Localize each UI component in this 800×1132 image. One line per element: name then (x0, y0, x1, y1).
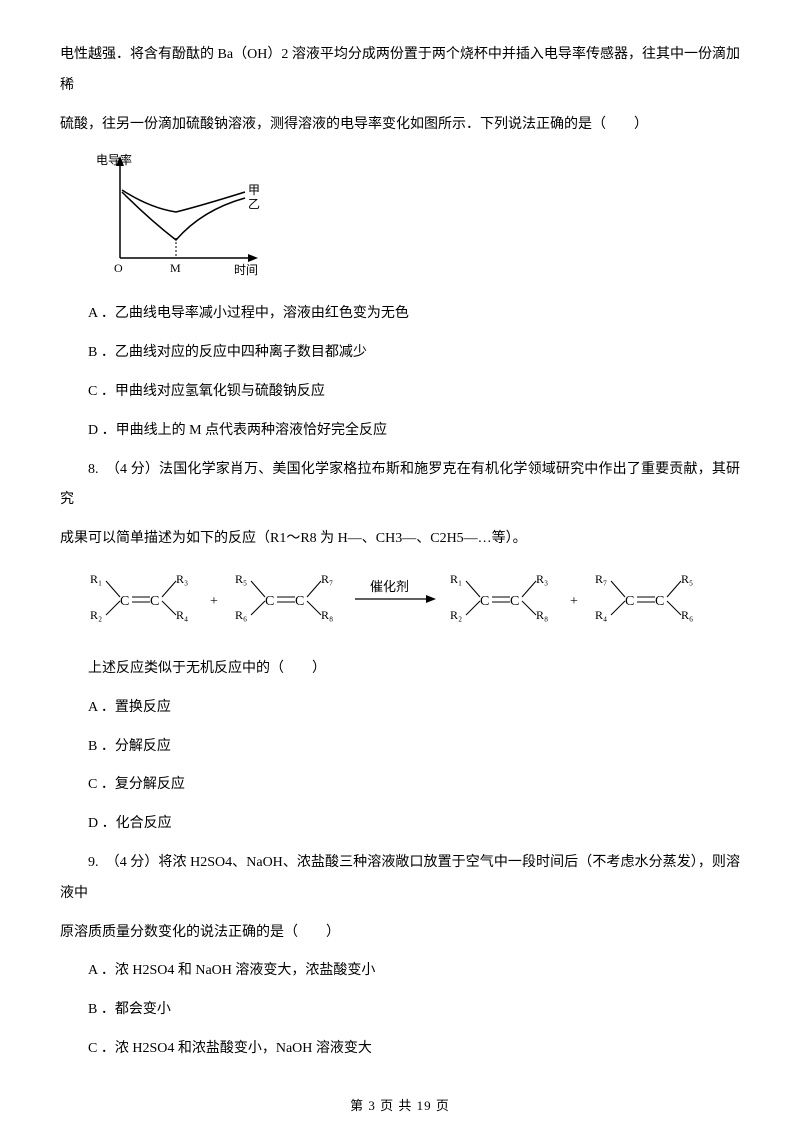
svg-text:R₃: R₃ (176, 572, 188, 586)
svg-text:C: C (120, 594, 129, 609)
svg-text:R₂: R₂ (450, 608, 462, 622)
svg-text:C: C (655, 594, 664, 609)
svg-text:R₁: R₁ (450, 572, 462, 586)
svg-text:R₅: R₅ (681, 572, 693, 586)
q8-option-D: D ．化合反应 (88, 809, 740, 840)
q9-intro-line-1: 9. （4 分）将浓 H2SO4、NaOH、浓盐酸三种溶液敞口放置于空气中一段时… (60, 848, 740, 910)
q8-reaction-scheme: R₁ R₂ C C R₃ R₄ + R₅ R₆ C C R₇ (70, 565, 740, 640)
svg-text:R₁: R₁ (90, 572, 102, 586)
chart-ylabel: 电导率 (96, 152, 132, 167)
q8-intro-line-1: 8. （4 分）法国化学家肖万、美国化学家格拉布斯和施罗克在有机化学领域研究中作… (60, 455, 740, 517)
q9-option-A: A ．浓 H2SO4 和 NaOH 溶液变大，浓盐酸变小 (88, 956, 740, 987)
chart-tick-M: M (170, 261, 181, 275)
svg-text:C: C (150, 594, 159, 609)
q8-stem: 上述反应类似于无机反应中的（ ） (60, 654, 740, 685)
svg-text:R₆: R₆ (235, 608, 247, 622)
svg-text:C: C (295, 594, 304, 609)
molecule-3: R₁ R₂ C C R₃ R₈ (450, 572, 548, 622)
q7-option-D: D ．甲曲线上的 M 点代表两种溶液恰好完全反应 (88, 416, 740, 447)
q8-intro-line-2: 成果可以简单描述为如下的反应（R1～R8 为 H—、CH3—、C2H5—…等）。 (60, 524, 740, 555)
q9-option-B: B ．都会变小 (88, 995, 740, 1026)
plus-2: + (570, 594, 578, 609)
page-footer: 第 3 页 共 19 页 (0, 1095, 800, 1114)
svg-text:R₅: R₅ (235, 572, 247, 586)
svg-text:R₆: R₆ (681, 608, 693, 622)
catalyst-label: 催化剂 (370, 579, 409, 594)
plus-1: + (210, 594, 218, 609)
q8-option-A: A ．置换反应 (88, 693, 740, 724)
svg-text:C: C (480, 594, 489, 609)
q7-conductivity-chart: 电导率 时间 O M 甲 乙 (90, 150, 740, 285)
svg-text:R₈: R₈ (536, 608, 548, 622)
q9-intro-line-2: 原溶质质量分数变化的说法正确的是（ ） (60, 918, 740, 949)
chart-curve-jia (122, 192, 245, 240)
chart-tick-O: O (114, 261, 123, 275)
svg-text:C: C (625, 594, 634, 609)
q7-option-A: A ．乙曲线电导率减小过程中，溶液由红色变为无色 (88, 299, 740, 330)
svg-text:R₇: R₇ (595, 572, 607, 586)
chart-series-yi: 乙 (248, 197, 260, 211)
svg-text:R₈: R₈ (321, 608, 333, 622)
q7-option-B: B ．乙曲线对应的反应中四种离子数目都减少 (88, 338, 740, 369)
q7-option-C: C ．甲曲线对应氢氧化钡与硫酸钠反应 (88, 377, 740, 408)
svg-text:R₃: R₃ (536, 572, 548, 586)
q9-option-C: C ．浓 H2SO4 和浓盐酸变小，NaOH 溶液变大 (88, 1034, 740, 1065)
svg-text:R₇: R₇ (321, 572, 333, 586)
svg-text:C: C (510, 594, 519, 609)
q7-intro-line-1: 电性越强．将含有酚酞的 Ba（OH）2 溶液平均分成两份置于两个烧杯中并插入电导… (60, 40, 740, 102)
svg-text:R₄: R₄ (176, 608, 188, 622)
svg-text:R₄: R₄ (595, 608, 607, 622)
molecule-1: R₁ R₂ C C R₃ R₄ (90, 572, 188, 622)
svg-text:C: C (265, 594, 274, 609)
q8-option-C: C ．复分解反应 (88, 770, 740, 801)
q8-option-B: B ．分解反应 (88, 732, 740, 763)
molecule-4: R₇ R₄ C C R₅ R₆ (595, 572, 693, 622)
svg-text:R₂: R₂ (90, 608, 102, 622)
chart-xlabel: 时间 (234, 263, 258, 277)
q7-intro-line-2: 硫酸，往另一份滴加硫酸钠溶液，测得溶液的电导率变化如图所示．下列说法正确的是（ … (60, 110, 740, 141)
molecule-2: R₅ R₆ C C R₇ R₈ (235, 572, 333, 622)
chart-curve-yi (122, 190, 245, 212)
chart-series-jia: 甲 (248, 183, 260, 197)
